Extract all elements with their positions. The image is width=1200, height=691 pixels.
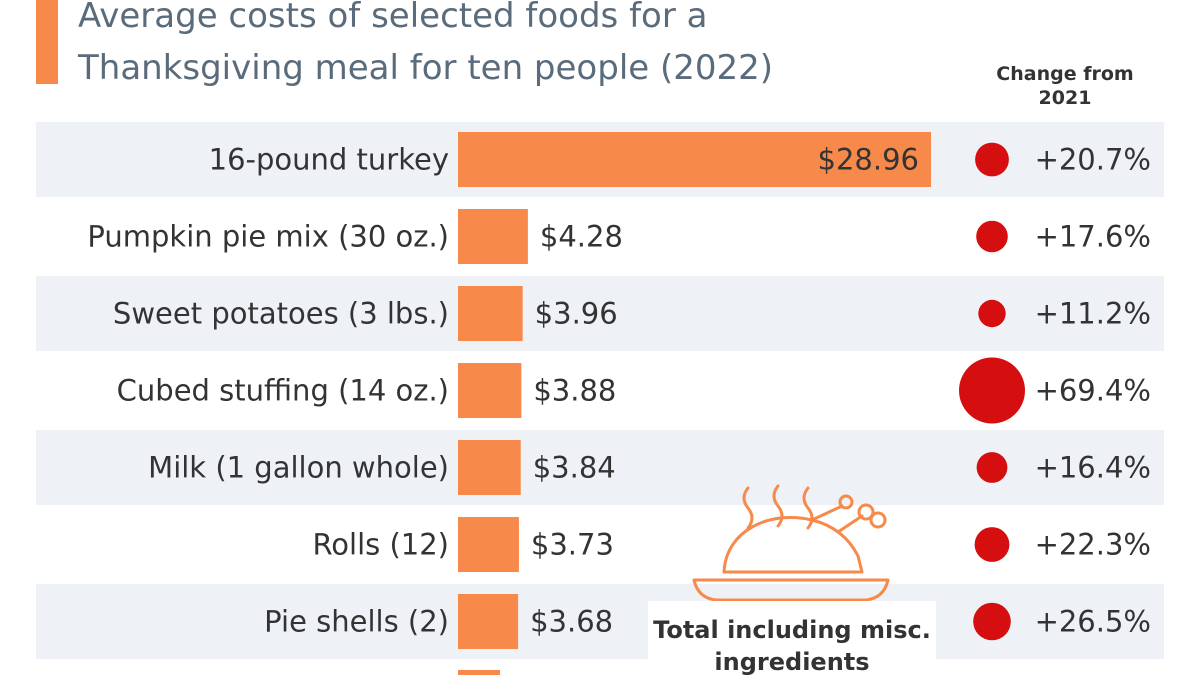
category-label: Pumpkin pie mix (30 oz.) [87,220,449,254]
change-dot [959,357,1025,424]
category-label: Sweet potatoes (3 lbs.) [113,297,449,331]
chart-marks: 16-pound turkey $28.96 +20.7% Pumpkin pie m… [87,132,1151,675]
category-label: 16-pound turkey [209,143,449,177]
bar [458,363,522,418]
category-label: Pie shells (2) [264,605,449,639]
roast-turkey-icon [692,484,890,602]
change-label: +69.4% [1035,374,1151,408]
turkey-body [722,515,864,574]
change-dot [976,452,1008,483]
drumstick [810,504,844,522]
drumstick [836,514,864,534]
value-label: $3.84 [533,451,616,485]
bar [458,132,931,187]
change-label: +11.2% [1035,297,1151,331]
total-label: Total including misc. ingredients [653,616,931,676]
steam-line [802,486,814,530]
change-label: +22.3% [1035,528,1151,562]
value-label: $3.73 [531,528,614,562]
steam-line [742,486,754,530]
bar-chart: 16-pound turkey $28.96 +20.7% Pumpkin pie m… [36,122,1164,675]
drumstick-bone [838,494,854,510]
change-column-header: Change from 2021 [996,63,1134,109]
row-band [36,430,1164,505]
chart-title: Average costs of selected foods for a Th… [78,0,774,88]
bar [458,440,521,495]
change-label: +26.5% [1035,605,1151,639]
bar [458,286,523,341]
change-label: +16.4% [1035,451,1151,485]
change-dot [973,602,1011,641]
value-label: $3.68 [530,605,613,639]
bar-cutoff [458,670,500,675]
drumstick-bone [857,503,875,521]
title-accent-bar [36,0,58,84]
bar [458,517,519,572]
steam-line [772,484,784,528]
bar [458,209,528,264]
change-dot [974,527,1010,562]
category-label: Rolls (12) [312,528,449,562]
change-dot [976,220,1008,253]
value-label: $3.96 [535,297,618,331]
change-dot [978,299,1006,328]
value-label: $4.28 [540,220,623,254]
bar [458,594,519,649]
category-label: Milk (1 gallon whole) [148,451,449,485]
drumstick-bone [869,511,887,529]
change-label: +17.6% [1035,220,1151,254]
value-label: $3.88 [533,374,616,408]
row-band [36,276,1164,351]
category-label: Cubed stuffing (14 oz.) [117,374,449,408]
change-dot [975,142,1009,177]
change-label: +20.7% [1035,143,1151,177]
value-label: $28.96 [818,143,919,177]
platter [692,578,890,602]
